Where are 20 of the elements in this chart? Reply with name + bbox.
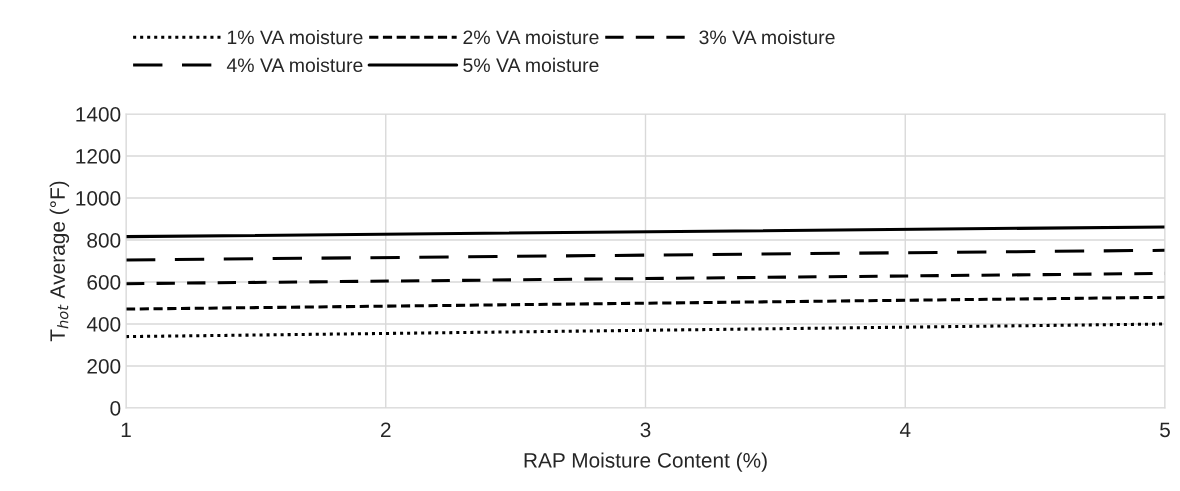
x-tick-label: 5 [1160, 422, 1170, 438]
legend-label: 1% VA moisture [227, 29, 363, 45]
y-tick-label: 0 [110, 401, 121, 416]
y-tick-label: 1200 [76, 149, 121, 164]
y-tick-label: 1000 [76, 191, 121, 206]
legend-label: 2% VA moisture [463, 29, 599, 45]
x-axis-title: RAP Moisture Content (%) [524, 452, 767, 472]
y-tick-label: 1400 [76, 107, 121, 122]
legend-label: 4% VA moisture [226, 57, 363, 73]
y-tick-label: 400 [86, 317, 121, 332]
x-tick-label: 2 [381, 422, 391, 437]
y-tick-label: 200 [87, 359, 121, 374]
x-tick-label: 4 [899, 422, 911, 437]
x-tick-label: 1 [121, 422, 131, 437]
legend-label: 5% VA moisture [463, 57, 599, 73]
legend-label: 3% VA moisture [699, 29, 835, 45]
y-axis-title: T$_{hot}$ Average (°F) [49, 181, 70, 342]
y-tick-label: 800 [87, 233, 121, 248]
x-tick-label: 3 [640, 422, 651, 438]
y-tick-label: 600 [87, 275, 121, 290]
